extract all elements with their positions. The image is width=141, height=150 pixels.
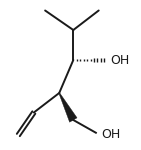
Text: OH: OH (102, 129, 121, 141)
Text: OH: OH (110, 54, 129, 66)
Polygon shape (59, 93, 77, 122)
